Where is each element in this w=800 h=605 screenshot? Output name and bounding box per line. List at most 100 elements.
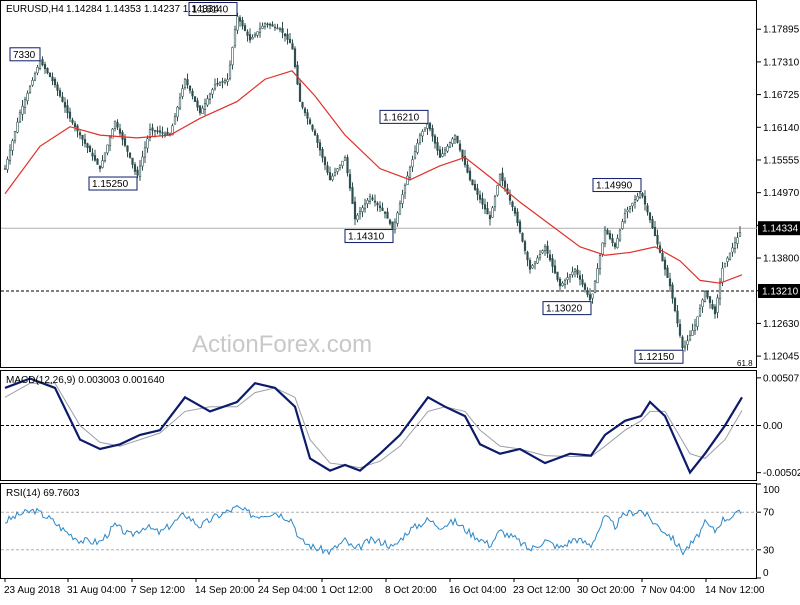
candle-body — [626, 209, 629, 212]
candle-body — [563, 280, 567, 285]
candle-body — [363, 203, 367, 210]
candle-body — [321, 149, 324, 158]
candle-body — [453, 134, 457, 140]
candle-body — [468, 170, 472, 181]
candle-body — [48, 72, 52, 78]
candle-body — [571, 271, 574, 276]
candle-body — [266, 23, 269, 26]
candle-body — [516, 211, 519, 223]
candle-body — [161, 132, 164, 134]
candle-body — [243, 25, 247, 31]
candle-body — [721, 267, 724, 283]
candle-body — [491, 207, 494, 218]
candle-body — [348, 174, 352, 189]
candle-body — [628, 206, 632, 209]
candle-body — [536, 257, 539, 264]
candle-body — [481, 198, 484, 205]
candle-body — [13, 131, 17, 141]
candle-body — [731, 247, 734, 253]
candle-body — [306, 112, 309, 119]
candle-body — [461, 149, 464, 158]
candle-body — [388, 219, 392, 224]
candle-body — [156, 130, 159, 132]
candle-body — [63, 102, 67, 108]
candle-body — [668, 278, 672, 287]
candle-body — [43, 64, 47, 70]
price-grid — [1, 227, 757, 292]
candle-body — [646, 205, 649, 213]
candle-body — [141, 156, 144, 167]
price-tick-label: 1.17895 — [763, 25, 800, 36]
candle-body — [166, 131, 169, 135]
candle-body — [718, 281, 722, 300]
time-axis: 23 Aug 2018 31 Aug 04:00 7 Sep 12:00 14 Sep… — [4, 578, 765, 596]
candle-body — [158, 130, 162, 133]
candle-body — [521, 232, 524, 242]
candle-body — [503, 180, 507, 188]
support-level-label: 1.13210 — [762, 287, 799, 298]
current-price-label: 1.14334 — [762, 224, 799, 235]
candle-body — [221, 81, 224, 83]
candle-body — [688, 335, 692, 341]
time-tick-label: 23 Oct 12:00 — [513, 585, 571, 596]
annotation-box — [634, 349, 684, 364]
candle-body — [651, 219, 654, 229]
candle-body — [198, 105, 202, 114]
candle-body — [11, 140, 14, 151]
candle-body — [676, 310, 679, 324]
candle-body — [713, 306, 717, 315]
candle-body — [256, 31, 259, 36]
candle-body — [36, 66, 39, 74]
candle-body — [38, 60, 42, 69]
candle-body — [226, 79, 229, 82]
candle-body — [228, 64, 232, 79]
candle-body — [693, 324, 697, 331]
candle-body — [556, 271, 559, 280]
candle-body — [496, 185, 499, 196]
candle-body — [553, 265, 557, 274]
annotation-box — [344, 229, 394, 244]
candle-body — [686, 340, 689, 345]
candle-body — [518, 221, 522, 233]
candle-body — [573, 268, 577, 273]
candle-body — [111, 128, 114, 139]
candle-body — [191, 90, 194, 97]
candle-body — [378, 205, 382, 209]
candle-body — [636, 196, 639, 201]
candle-body — [698, 308, 702, 317]
candle-body — [568, 274, 572, 278]
candle-body — [68, 111, 72, 119]
candle-body — [288, 38, 292, 44]
ohlc-values: 1.14284 1.14353 1.14237 1.14334 — [66, 4, 219, 15]
candle-body — [268, 23, 272, 26]
annotation-box — [188, 2, 238, 17]
candle-body — [121, 132, 124, 140]
candle-body — [91, 152, 94, 157]
candle-body — [528, 260, 532, 270]
candle-body — [241, 20, 244, 27]
candle-body — [473, 183, 477, 190]
candle-body — [403, 184, 407, 194]
candle-body — [413, 151, 417, 159]
candle-body — [301, 102, 304, 108]
candle-body — [326, 165, 329, 173]
candle-body — [523, 241, 527, 251]
price-tick-label: 1.16140 — [763, 123, 800, 134]
candle-body — [358, 211, 362, 215]
candle-body — [483, 204, 487, 210]
candle-body — [271, 24, 274, 27]
candle-body — [251, 37, 254, 40]
candle-body — [151, 127, 154, 131]
annotation-label: 1.12150 — [638, 352, 675, 363]
candle-body — [318, 142, 322, 151]
candle-body — [381, 207, 384, 211]
candle-body — [541, 250, 544, 254]
macd-title: MACD(12,26,9) 0.003003 0.001640 — [6, 375, 165, 386]
candle-body — [493, 196, 497, 208]
macd-tick-label: -0.00502 — [763, 468, 800, 479]
candle-body — [431, 128, 434, 137]
candle-body — [201, 107, 204, 114]
candle-body — [106, 144, 109, 154]
candle-body — [488, 215, 492, 220]
